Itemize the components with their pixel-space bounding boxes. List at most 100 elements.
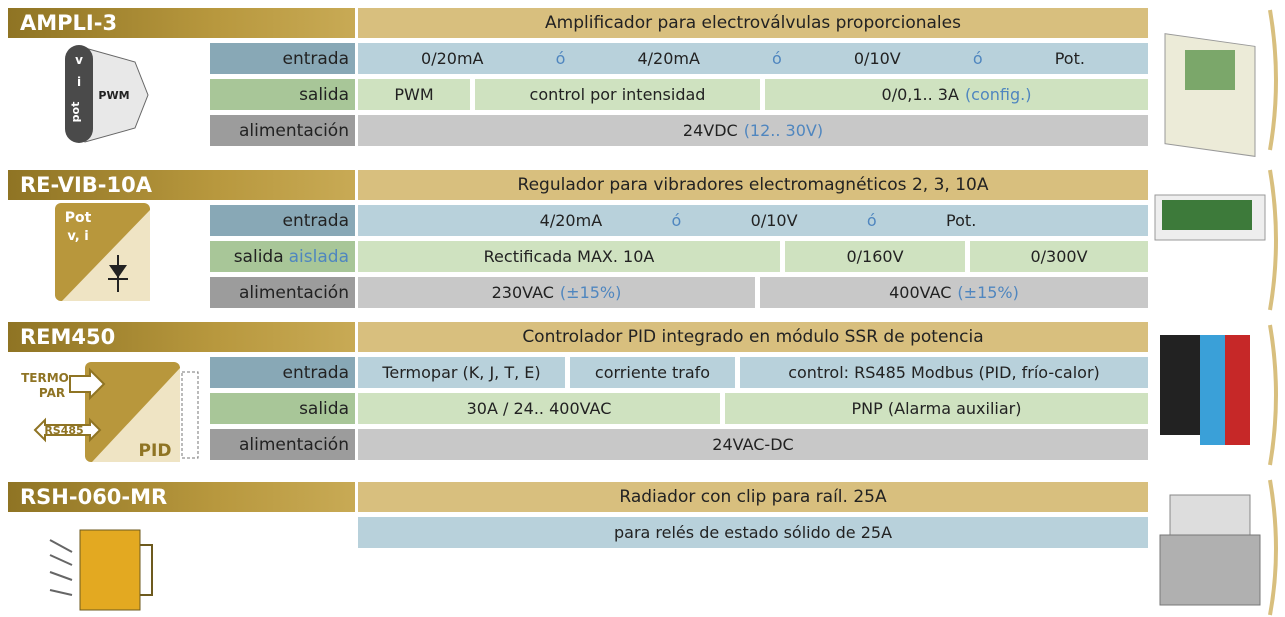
text: 24VDC [682,121,738,140]
text: aislada [288,246,349,267]
row-cells: Termopar (K, J, T, E) corriente trafo cont… [358,357,1148,388]
icon-text: RS485 [44,424,83,437]
text: para relés de estado sólido de 25A [613,523,893,542]
cell: corriente trafo [570,357,735,388]
text: ó [972,49,983,68]
icon-text: i [77,75,81,89]
text: (±15%) [957,283,1019,302]
icon-rem: TERMO PAR RS485 PID [21,362,199,462]
icon-rsh [49,529,153,611]
icon-revib: Pot v, i [55,203,150,301]
text: Pot. [946,211,977,230]
text: 0/160V [846,247,904,266]
text: ó [671,211,682,230]
row-cells: 30A / 24.. 400VAC PNP (Alarma auxiliar) [358,393,1148,424]
icon-text: v [75,53,83,67]
text: control: RS485 Modbus (PID, frío-calor) [788,363,1100,382]
decoration [1268,9,1278,616]
text: Rectificada MAX. 10A [483,247,655,266]
cell: 0/300V [970,241,1148,272]
text: ó [555,49,566,68]
cell: PWM [358,79,470,110]
text: 0/10V [853,49,901,68]
cell: Termopar (K, J, T, E) [358,357,565,388]
cell: control por intensidad [475,79,760,110]
row-label: entrada [210,357,355,388]
row-label: alimentación [210,115,355,146]
icon-ampli: v i pot PWM [65,45,149,143]
row-label: entrada [210,205,355,236]
product-name: RE-VIB-10A [8,170,355,200]
row-label: alimentación [210,429,355,460]
row-cells: 0/20mA ó 4/20mA ó 0/10V ó Pot. [358,43,1148,74]
text: Pot. [1054,49,1085,68]
text: (config.) [964,85,1032,104]
cell: 24VAC-DC [358,429,1148,460]
text: salida [299,398,349,419]
text: corriente trafo [594,363,711,382]
text: 4/20mA [539,211,603,230]
cell: 0/0,1.. 3A (config.) [765,79,1148,110]
text: entrada [282,210,349,231]
icon-text: pot [69,102,82,123]
text: ó [866,211,877,230]
text: Termopar (K, J, T, E) [382,363,541,382]
cell: 0/160V [785,241,965,272]
row-label: entrada [210,43,355,74]
cell: 0/20mA ó 4/20mA ó 0/10V ó Pot. [358,43,1148,74]
product-description: Controlador PID integrado en módulo SSR … [358,322,1148,352]
icon-text: PAR [39,386,65,400]
icon-text: PID [139,441,172,461]
product-name: AMPLI-3 [8,8,355,38]
cell: control: RS485 Modbus (PID, frío-calor) [740,357,1148,388]
text: control por intensidad [529,85,706,104]
row-cells: 230VAC (±15%) 400VAC (±15%) [358,277,1148,308]
cell: PNP (Alarma auxiliar) [725,393,1148,424]
text: 400VAC [889,283,952,302]
row-cells: 24VAC-DC [358,429,1148,460]
product-description: Radiador con clip para raíl. 25A [358,482,1148,512]
text: 0/20mA [421,49,484,68]
text: alimentación [239,282,349,303]
text: alimentación [239,120,349,141]
cell: 24VDC (12.. 30V) [358,115,1148,146]
row-cells: 4/20mA ó 0/10V ó Pot. [358,205,1148,236]
cell: 400VAC (±15%) [760,277,1148,308]
text: 230VAC [491,283,554,302]
row-cells: Rectificada MAX. 10A 0/160V 0/300V [358,241,1148,272]
product-name: RSH-060-MR [8,482,355,512]
row-cells: PWM control por intensidad 0/0,1.. 3A (conf… [358,79,1148,110]
icon-text: Pot [65,210,92,226]
icon-text: PWM [98,89,129,102]
text: entrada [282,48,349,69]
row-label: salida aislada [210,241,355,272]
text: PNP (Alarma auxiliar) [851,399,1022,418]
row-cells: 24VDC (12.. 30V) [358,115,1148,146]
text: 4/20mA [637,49,700,68]
text: (12.. 30V) [743,121,824,140]
product-name: REM450 [8,322,355,352]
cell: 4/20mA ó 0/10V ó Pot. [358,205,1148,236]
text: salida [233,246,284,267]
text: (±15%) [559,283,622,302]
text: salida [299,84,349,105]
row-label: salida [210,393,355,424]
text: PWM [394,85,434,104]
row-label: salida [210,79,355,110]
product-photo [1154,33,1266,606]
text: 0/0,1.. 3A [881,85,959,104]
row-cells: para relés de estado sólido de 25A [358,517,1148,548]
cell: 230VAC (±15%) [358,277,755,308]
text: 0/10V [750,211,798,230]
text: ó [772,49,782,68]
text: 30A / 24.. 400VAC [466,399,612,418]
icon-text: TERMO [21,371,69,385]
text: 0/300V [1030,247,1088,266]
cell: Rectificada MAX. 10A [358,241,780,272]
cell: para relés de estado sólido de 25A [358,517,1148,548]
cell: 30A / 24.. 400VAC [358,393,720,424]
product-description: Regulador para vibradores electromagnéti… [358,170,1148,200]
icon-text: v, i [67,229,88,244]
